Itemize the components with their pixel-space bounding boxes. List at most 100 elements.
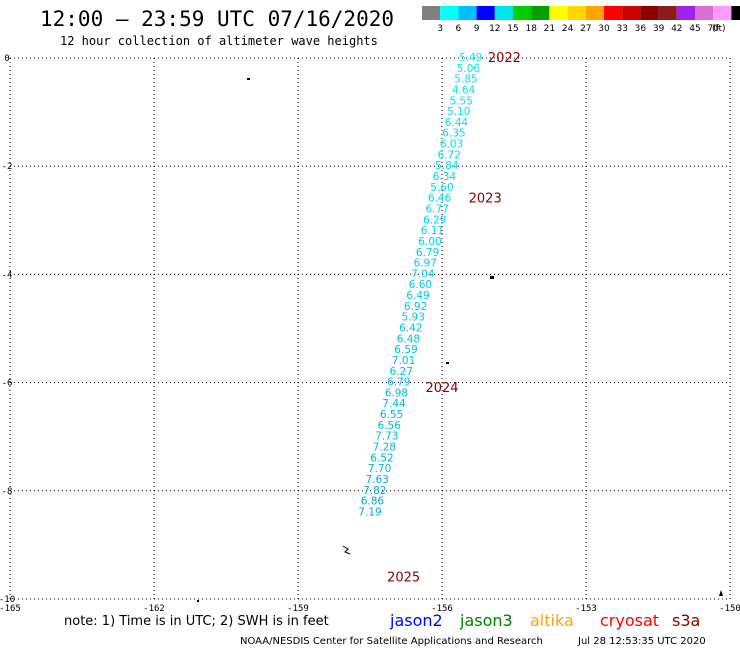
wave-height-label: 7.82 xyxy=(363,485,386,497)
wave-height-label: 6.79 xyxy=(416,247,439,259)
wave-height-label: 5.55 xyxy=(450,95,473,107)
wave-height-label: 6.44 xyxy=(445,117,469,129)
wave-height-label: 5.49 xyxy=(459,52,482,64)
legend-label-5: 18 xyxy=(525,24,537,34)
wave-height-label: 6.00 xyxy=(418,236,441,248)
legend-swatch-9 xyxy=(585,6,604,20)
year-labels: 2022 2023 2024 2025 xyxy=(387,51,521,585)
wave-height-label: 4.64 xyxy=(452,84,476,96)
legend-label-2: 9 xyxy=(474,24,480,34)
year-label-2: 2024 xyxy=(425,381,458,396)
speck-5 xyxy=(197,600,199,602)
wave-height-label: 7.28 xyxy=(373,442,396,454)
speck-2 xyxy=(490,276,494,279)
wave-height-label: 6.11 xyxy=(421,225,444,237)
footer-credit: NOAA/NESDIS Center for Satellite Applica… xyxy=(240,636,543,647)
wave-height-label: 5.84 xyxy=(435,160,459,172)
satellite-s3a: s3a xyxy=(672,611,700,630)
legend-swatch-1 xyxy=(440,6,459,20)
wave-height-label: 5.60 xyxy=(430,182,453,194)
x-tick-label-3: -156 xyxy=(431,604,453,614)
legend-label-11: 36 xyxy=(635,24,647,34)
legend-swatch-4 xyxy=(494,6,513,20)
map-grid xyxy=(9,57,731,600)
legend-swatch-7 xyxy=(549,6,568,20)
legend-label-3: 12 xyxy=(489,24,500,34)
wave-height-label: 6.52 xyxy=(370,452,393,464)
satellite-cryosat: cryosat xyxy=(600,611,659,630)
legend-swatch-0 xyxy=(422,6,441,20)
legend-swatch-3 xyxy=(476,6,495,20)
wave-height-label: 6.29 xyxy=(423,214,446,226)
wave-height-label: 5.06 xyxy=(457,63,481,75)
year-label-1: 2023 xyxy=(469,192,502,207)
footer-timestamp: Jul 28 12:53:35 UTC 2020 xyxy=(577,636,706,647)
satellite-jason3: jason3 xyxy=(459,611,513,630)
legend-label-1: 6 xyxy=(456,24,462,34)
wave-height-label: 7.73 xyxy=(375,431,398,443)
wave-height-label: 7.70 xyxy=(368,463,391,475)
wave-height-label: 6.42 xyxy=(399,323,422,335)
footer-note: note: 1) Time is in UTC; 2) SWH is in fe… xyxy=(64,614,329,629)
legend-label-8: 27 xyxy=(580,24,591,34)
legend-swatch-13 xyxy=(658,6,677,20)
x-tick-label-5: -150 xyxy=(719,604,740,614)
wave-height-label: 6.72 xyxy=(438,149,461,161)
legend-label-12: 39 xyxy=(653,24,665,34)
wave-height-label: 6.60 xyxy=(409,279,432,291)
wave-height-label: 6.03 xyxy=(440,139,463,151)
legend-label-7: 24 xyxy=(562,24,574,34)
satellite-jason2: jason2 xyxy=(389,611,443,630)
legend-label-4: 15 xyxy=(507,24,518,34)
wave-height-label: 7.19 xyxy=(358,506,381,518)
y-tick-label-5: -10 xyxy=(0,595,15,605)
legend-swatch-11 xyxy=(622,6,641,20)
wave-height-label: 6.35 xyxy=(442,128,465,140)
legend-swatch-14 xyxy=(676,6,695,20)
legend-label-13: 42 xyxy=(671,24,682,34)
legend-label-10: 33 xyxy=(616,24,627,34)
wave-height-label: 6.55 xyxy=(380,409,403,421)
wave-height-label: 6.92 xyxy=(404,301,427,313)
legend-swatch-8 xyxy=(567,6,586,20)
wave-height-label: 6.56 xyxy=(378,420,402,432)
wave-height-label: 7.44 xyxy=(382,398,406,410)
speck-1 xyxy=(247,78,250,80)
speck-4 xyxy=(342,545,351,555)
legend-swatch-15 xyxy=(695,6,714,20)
legend-label-15: 70 xyxy=(707,24,719,34)
speck-6 xyxy=(719,590,723,596)
wave-height-label: 7.01 xyxy=(392,355,415,367)
y-tick-label-0: 0 xyxy=(4,54,9,64)
speck-3 xyxy=(446,362,449,364)
y-tick-label-3: -6 xyxy=(2,379,13,389)
map-subtitle: 12 hour collection of altimeter wave hei… xyxy=(60,34,378,48)
year-label-0: 2022 xyxy=(488,51,521,66)
wave-height-label: 6.27 xyxy=(390,366,413,378)
wave-height-label: 6.79 xyxy=(387,377,410,389)
year-label-3: 2025 xyxy=(387,570,420,585)
legend-unit: (ft) xyxy=(712,24,726,34)
wave-height-label: 6.34 xyxy=(433,171,457,183)
color-legend: 3 6 9 12 15 18 21 24 27 30 33 36 39 42 45 70 xyxy=(422,6,740,34)
legend-swatch-10 xyxy=(604,6,623,20)
wave-height-label: 6.77 xyxy=(426,203,449,215)
altimeter-track: 5.495.065.854.645.555.106.446.356.036.72… xyxy=(358,52,482,518)
y-tick-label-2: -4 xyxy=(2,270,13,280)
wave-height-label: 5.10 xyxy=(447,106,470,118)
legend-swatch-12 xyxy=(640,6,659,20)
legend-swatch-16 xyxy=(713,6,732,20)
legend-label-0: 3 xyxy=(437,24,443,34)
legend-swatch-2 xyxy=(458,6,477,20)
map-specks xyxy=(197,78,723,602)
wave-height-label: 5.85 xyxy=(454,74,477,86)
x-tick-label-0: -165 xyxy=(0,604,21,614)
wave-height-label: 6.49 xyxy=(406,290,429,302)
legend-label-6: 21 xyxy=(544,24,555,34)
legend-swatch-6 xyxy=(531,6,550,20)
map-title: 12:00 – 23:59 UTC 07/16/2020 xyxy=(40,7,394,31)
legend-swatch-17 xyxy=(731,6,740,20)
legend-swatch-5 xyxy=(513,6,532,20)
legend-label-9: 30 xyxy=(598,24,610,34)
